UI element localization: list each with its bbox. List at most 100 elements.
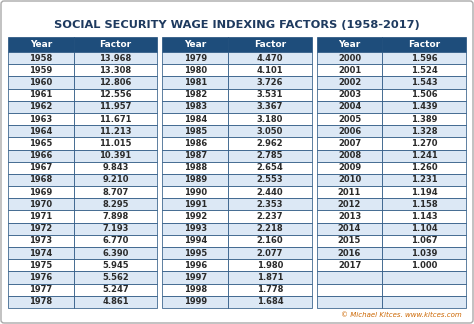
Text: 1.871: 1.871 (256, 273, 283, 282)
FancyBboxPatch shape (228, 76, 312, 88)
FancyBboxPatch shape (317, 186, 383, 198)
Text: 1983: 1983 (183, 102, 207, 111)
Text: 2.237: 2.237 (256, 212, 283, 221)
FancyBboxPatch shape (383, 162, 466, 174)
Text: 1960: 1960 (29, 78, 53, 87)
Text: 13.308: 13.308 (100, 66, 132, 75)
Text: 11.213: 11.213 (99, 127, 132, 136)
Text: 2015: 2015 (338, 237, 361, 246)
FancyBboxPatch shape (73, 186, 157, 198)
Text: 1964: 1964 (29, 127, 53, 136)
Text: 6.770: 6.770 (102, 237, 129, 246)
FancyBboxPatch shape (8, 149, 73, 162)
Text: 1.067: 1.067 (411, 237, 438, 246)
Text: 1.506: 1.506 (411, 90, 438, 99)
Text: 2004: 2004 (338, 102, 361, 111)
Text: 1972: 1972 (29, 224, 53, 233)
Text: 9.210: 9.210 (102, 176, 129, 184)
Text: 1981: 1981 (183, 78, 207, 87)
FancyBboxPatch shape (8, 162, 73, 174)
Text: 1.158: 1.158 (411, 200, 438, 209)
Text: 1995: 1995 (183, 249, 207, 258)
Text: 1974: 1974 (29, 249, 53, 258)
FancyBboxPatch shape (73, 101, 157, 113)
FancyBboxPatch shape (383, 64, 466, 76)
FancyBboxPatch shape (8, 235, 73, 247)
FancyBboxPatch shape (73, 149, 157, 162)
FancyBboxPatch shape (383, 76, 466, 88)
Text: 3.050: 3.050 (256, 127, 283, 136)
Text: 3.180: 3.180 (256, 115, 283, 123)
Text: 2012: 2012 (338, 200, 361, 209)
FancyBboxPatch shape (383, 259, 466, 272)
FancyBboxPatch shape (8, 296, 73, 308)
FancyBboxPatch shape (317, 223, 383, 235)
Text: 5.247: 5.247 (102, 285, 129, 294)
FancyBboxPatch shape (317, 162, 383, 174)
FancyBboxPatch shape (162, 88, 228, 101)
Text: 13.968: 13.968 (100, 53, 132, 63)
Text: 7.193: 7.193 (102, 224, 129, 233)
Text: 1.684: 1.684 (256, 297, 283, 307)
FancyBboxPatch shape (383, 52, 466, 64)
FancyBboxPatch shape (228, 101, 312, 113)
Text: 2.962: 2.962 (256, 139, 283, 148)
Text: 1982: 1982 (183, 90, 207, 99)
Text: 1.194: 1.194 (411, 188, 438, 197)
Text: 1979: 1979 (183, 53, 207, 63)
FancyBboxPatch shape (228, 88, 312, 101)
FancyBboxPatch shape (383, 211, 466, 223)
Text: 1.778: 1.778 (256, 285, 283, 294)
FancyBboxPatch shape (228, 64, 312, 76)
FancyBboxPatch shape (162, 113, 228, 125)
FancyBboxPatch shape (73, 52, 157, 64)
Text: 7.898: 7.898 (102, 212, 128, 221)
FancyBboxPatch shape (162, 235, 228, 247)
Text: Year: Year (30, 40, 52, 49)
FancyBboxPatch shape (383, 174, 466, 186)
FancyBboxPatch shape (73, 137, 157, 149)
FancyBboxPatch shape (162, 137, 228, 149)
Text: 1.104: 1.104 (411, 224, 438, 233)
FancyBboxPatch shape (162, 101, 228, 113)
Text: 5.562: 5.562 (102, 273, 129, 282)
FancyBboxPatch shape (8, 113, 73, 125)
FancyBboxPatch shape (228, 211, 312, 223)
Text: Factor: Factor (408, 40, 440, 49)
FancyBboxPatch shape (383, 235, 466, 247)
FancyBboxPatch shape (317, 272, 383, 284)
FancyBboxPatch shape (383, 149, 466, 162)
Text: 1961: 1961 (29, 90, 53, 99)
FancyBboxPatch shape (162, 76, 228, 88)
FancyBboxPatch shape (73, 272, 157, 284)
FancyBboxPatch shape (228, 259, 312, 272)
FancyBboxPatch shape (8, 101, 73, 113)
Text: 1987: 1987 (183, 151, 207, 160)
Text: 2014: 2014 (338, 224, 361, 233)
Text: 1968: 1968 (29, 176, 53, 184)
FancyBboxPatch shape (317, 211, 383, 223)
Text: 6.390: 6.390 (102, 249, 129, 258)
Text: 2.440: 2.440 (256, 188, 283, 197)
FancyBboxPatch shape (317, 198, 383, 211)
Text: 1991: 1991 (183, 200, 207, 209)
FancyBboxPatch shape (162, 198, 228, 211)
Text: 2003: 2003 (338, 90, 361, 99)
FancyBboxPatch shape (162, 125, 228, 137)
Text: 8.295: 8.295 (102, 200, 129, 209)
FancyBboxPatch shape (317, 88, 383, 101)
Text: 2005: 2005 (338, 115, 361, 123)
FancyBboxPatch shape (162, 174, 228, 186)
FancyBboxPatch shape (162, 296, 228, 308)
Text: 11.015: 11.015 (99, 139, 132, 148)
FancyBboxPatch shape (317, 37, 383, 52)
FancyBboxPatch shape (162, 162, 228, 174)
FancyBboxPatch shape (228, 174, 312, 186)
Text: 1994: 1994 (183, 237, 207, 246)
FancyBboxPatch shape (162, 64, 228, 76)
FancyBboxPatch shape (317, 101, 383, 113)
Text: 2.160: 2.160 (256, 237, 283, 246)
FancyBboxPatch shape (228, 235, 312, 247)
Text: 1998: 1998 (183, 285, 207, 294)
Text: Year: Year (338, 40, 361, 49)
